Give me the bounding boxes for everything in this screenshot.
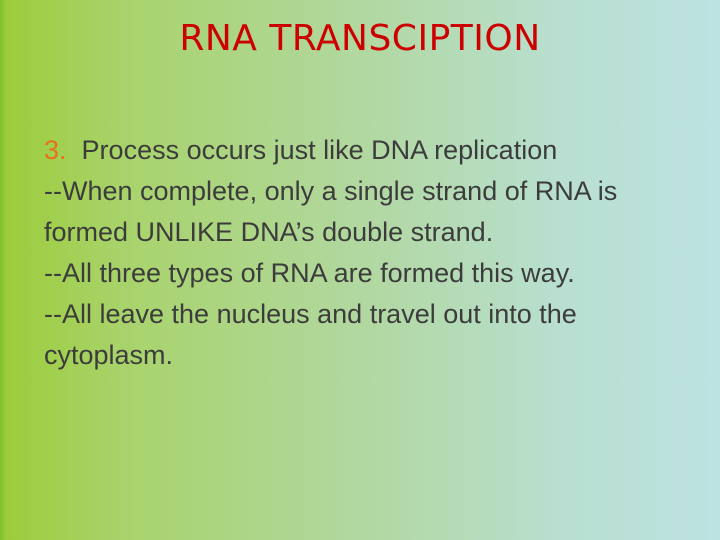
point-text: Process occurs just like DNA replication [81,135,558,165]
slide-title: RNA TRANSCIPTION [179,18,541,59]
point-number: 3. [44,135,67,165]
slide-body: 3. Process occurs just like DNA replicat… [44,130,684,376]
note: --All three types of RNA are formed this… [44,258,575,288]
note: --All leave the nucleus and travel out i… [44,299,577,370]
note: --When complete, only a single strand of… [44,176,618,247]
point: 3. Process occurs just like DNA replicat… [44,130,684,171]
